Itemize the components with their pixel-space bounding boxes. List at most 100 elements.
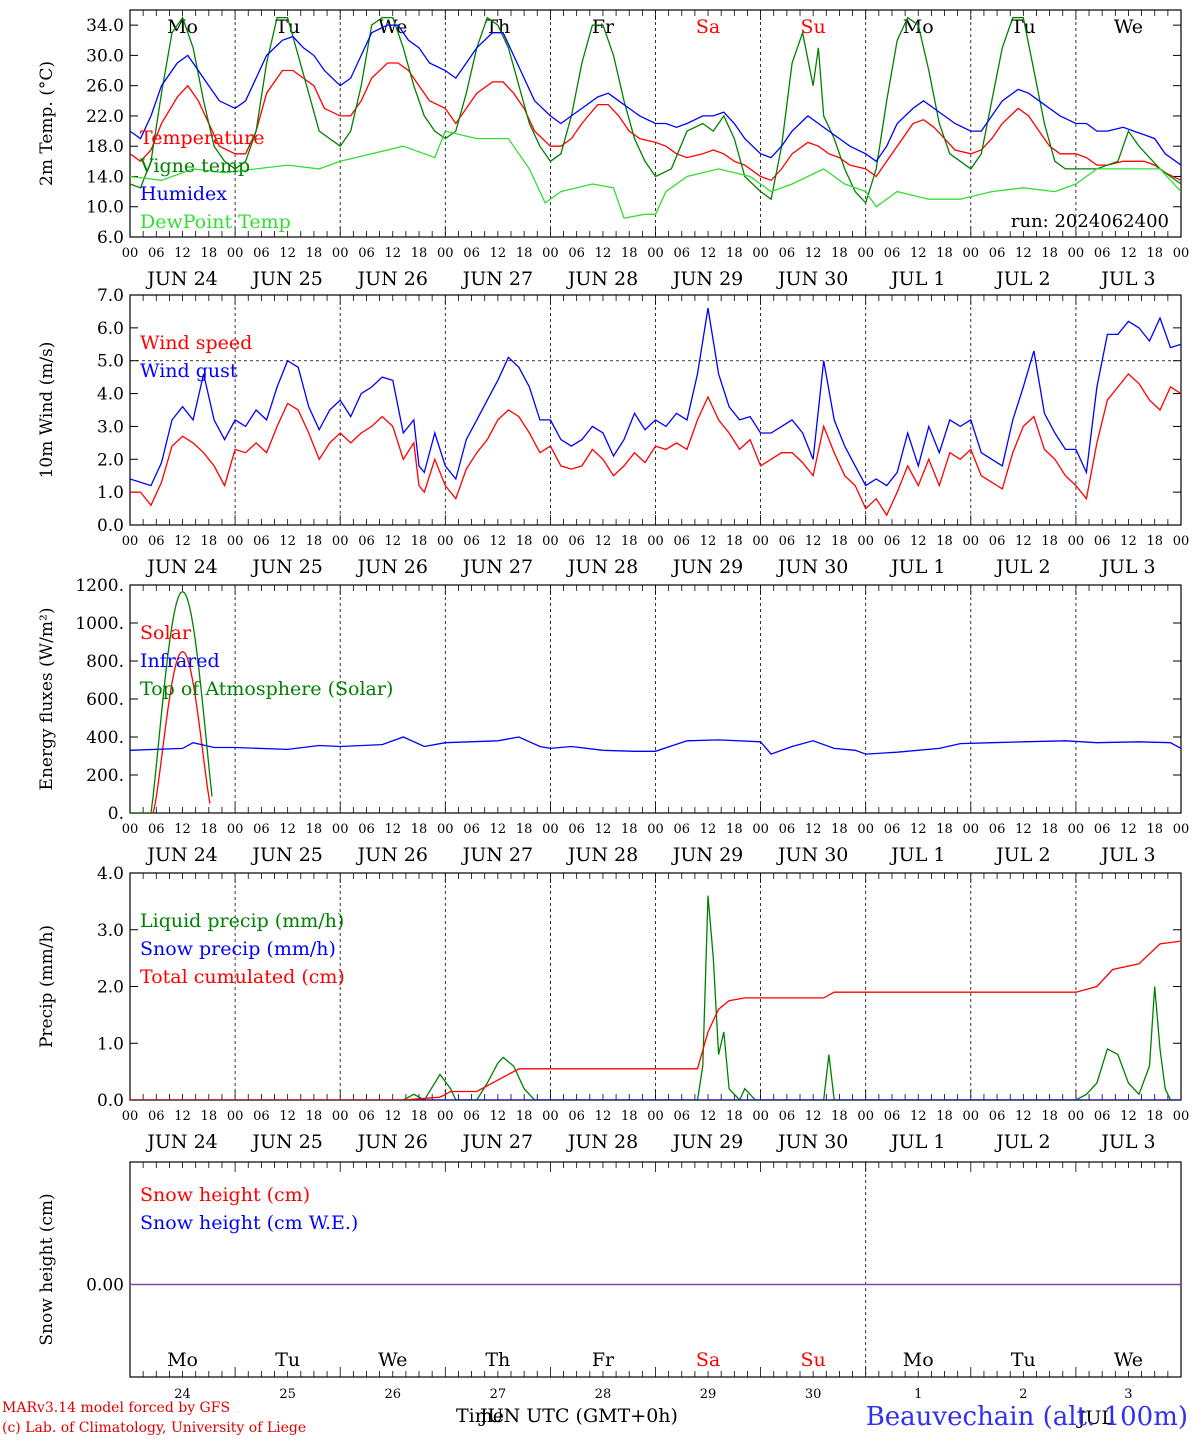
hour-tick-label: 00 (122, 246, 139, 261)
hour-tick-label: 06 (358, 246, 375, 261)
y-tick-label: 2.0 (97, 978, 124, 998)
panel-3: 0. 200. 400. 600. 800. 1000. 1200. Energy fluxe… (37, 576, 1189, 866)
hour-tick-label: 06 (674, 822, 691, 837)
hour-tick-label: 12 (910, 246, 927, 261)
hour-tick-label: 06 (674, 246, 691, 261)
hour-tick-label: 12 (490, 822, 507, 837)
hour-tick-label: 06 (989, 1109, 1006, 1124)
y-axis-label: 2m Temp. (°C) (37, 61, 57, 186)
hour-tick-label: 18 (831, 534, 848, 549)
hour-tick-label: 18 (621, 246, 638, 261)
hour-tick-label: 06 (989, 246, 1006, 261)
hour-tick-label: 12 (174, 246, 191, 261)
day-number-label: 1 (914, 1387, 922, 1402)
date-label: JUN 24 (145, 268, 217, 290)
y-tick-label: 4.0 (97, 864, 124, 884)
hour-tick-label: 00 (227, 1109, 244, 1124)
y-tick-label: 30.0 (86, 46, 124, 66)
y-tick-label: 0. (108, 804, 124, 824)
panel-4: 0.0 1.0 2.0 3.0 4.0 Precip (mm/h) 00 06 12 18 JUN … (37, 864, 1189, 1153)
hour-tick-label: 00 (542, 822, 559, 837)
series-group (130, 590, 1181, 813)
panel-2: 0.0 1.0 2.0 3.0 4.0 5.0 6.0 7.0 10m Wind (m/s) 00… (37, 286, 1189, 578)
hour-tick-label: 06 (148, 822, 165, 837)
y-tick-label: 4.0 (97, 385, 124, 405)
date-label: JUL 1 (889, 268, 945, 290)
hour-tick-label: 00 (122, 1109, 139, 1124)
hour-tick-label: 12 (1120, 246, 1137, 261)
series-line-dewpoint-temp (130, 130, 1181, 219)
hour-tick-label: 06 (148, 534, 165, 549)
hour-tick-label: 12 (700, 822, 717, 837)
hour-tick-label: 12 (700, 246, 717, 261)
hour-tick-label: 06 (779, 822, 796, 837)
hour-tick-label: 06 (463, 822, 480, 837)
day-number-label: 27 (490, 1387, 507, 1402)
hour-tick-label: 18 (831, 246, 848, 261)
hour-tick-label: 06 (148, 246, 165, 261)
run-label: run: 2024062400 (1011, 211, 1169, 232)
model-credit: MARv3.14 model forced by GFS (2, 1400, 231, 1416)
series-line-solar (130, 650, 211, 813)
hour-tick-label: 12 (490, 1109, 507, 1124)
date-label: JUN 26 (356, 1131, 428, 1153)
weekday-label: We (1114, 1349, 1143, 1371)
date-label: JUN 28 (566, 556, 638, 578)
hour-tick-label: 18 (411, 534, 428, 549)
series-line-vigne-temp (130, 16, 1181, 205)
hour-tick-label: 18 (621, 822, 638, 837)
weekday-label: Tu (275, 16, 300, 38)
hour-tick-label: 12 (174, 822, 191, 837)
series-group (130, 16, 1181, 219)
hour-tick-label: 12 (595, 534, 612, 549)
date-label: JUN 24 (145, 844, 217, 866)
y-tick-label: 1200. (75, 576, 124, 596)
weekday-label: Th (485, 16, 510, 38)
hour-tick-label: 18 (726, 246, 743, 261)
y-axis-label: 10m Wind (m/s) (37, 342, 57, 479)
hour-tick-label: 12 (805, 534, 822, 549)
hour-tick-label: 00 (542, 246, 559, 261)
hour-tick-label: 12 (805, 246, 822, 261)
hour-tick-label: 06 (253, 822, 270, 837)
y-tick-label: 14.0 (86, 167, 124, 187)
hour-tick-label: 00 (963, 822, 980, 837)
y-tick-label: 18.0 (86, 137, 124, 157)
date-label: JUN 29 (671, 844, 743, 866)
hour-tick-label: 12 (805, 1109, 822, 1124)
legend-entry: Snow precip (mm/h) (140, 938, 336, 960)
hour-tick-label: 12 (595, 246, 612, 261)
weekday-label: Su (801, 1349, 826, 1371)
hour-tick-label: 00 (752, 822, 769, 837)
hour-tick-label: 06 (568, 246, 585, 261)
y-axis-label: Energy fluxes (W/m²) (37, 608, 57, 791)
hour-tick-label: 00 (857, 1109, 874, 1124)
hour-tick-label: 00 (1068, 1109, 1085, 1124)
y-tick-label: 800. (86, 652, 124, 672)
legend-entry: Vigne temp (139, 155, 250, 177)
hour-tick-label: 00 (122, 534, 139, 549)
date-label: JUN 28 (566, 844, 638, 866)
weekday-label: Tu (1011, 1349, 1036, 1371)
hour-tick-label: 12 (384, 534, 401, 549)
hour-tick-label: 18 (726, 1109, 743, 1124)
hour-tick-label: 12 (174, 1109, 191, 1124)
hour-tick-label: 00 (752, 246, 769, 261)
y-tick-label: 1.0 (97, 1034, 124, 1054)
hour-tick-label: 12 (1015, 822, 1032, 837)
weekday-label: Mo (167, 16, 198, 38)
date-label: JUN 30 (776, 844, 848, 866)
panel-1: 6.0 10.0 14.0 18.0 22.0 26.0 30.0 34.0 2m Temp. … (37, 9, 1189, 290)
weekday-label: We (1114, 16, 1143, 38)
weekday-label: We (378, 16, 407, 38)
hour-tick-label: 00 (647, 1109, 664, 1124)
hour-tick-label: 18 (411, 822, 428, 837)
day-number-label: 24 (174, 1387, 191, 1402)
hour-tick-label: 18 (1146, 246, 1163, 261)
hour-tick-label: 12 (1120, 534, 1137, 549)
hour-tick-label: 18 (1146, 822, 1163, 837)
hour-tick-label: 00 (1068, 822, 1085, 837)
series-line-wind-gust (130, 307, 1181, 487)
hour-tick-label: 00 (437, 1109, 454, 1124)
